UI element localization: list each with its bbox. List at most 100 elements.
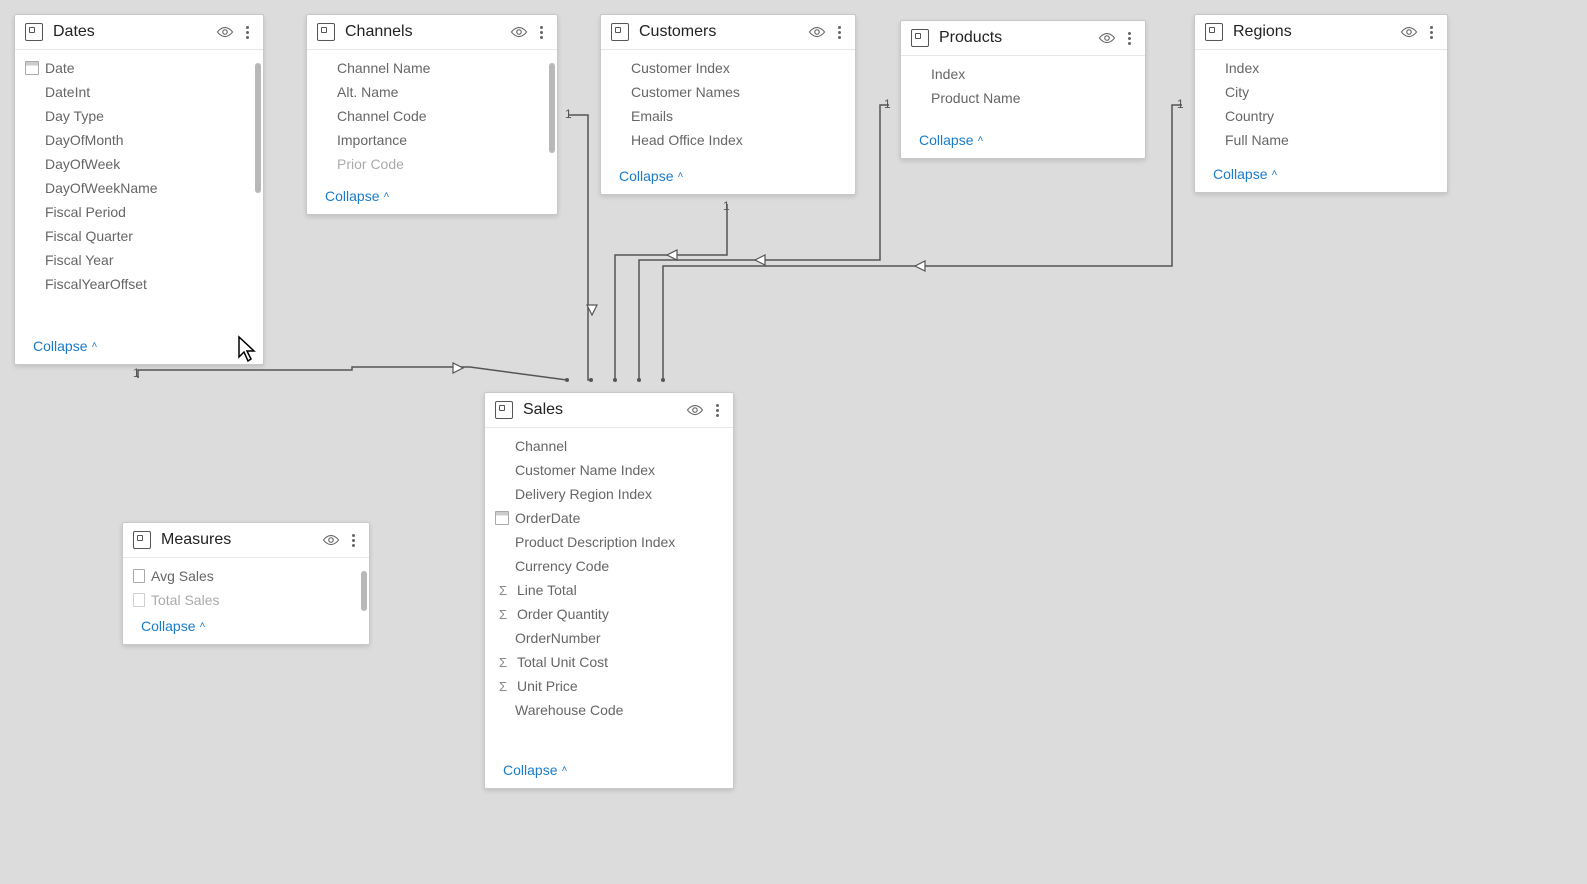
- field-item[interactable]: Avg Sales: [123, 564, 369, 588]
- field-label: Fiscal Quarter: [45, 228, 133, 244]
- more-options-icon[interactable]: [536, 24, 547, 41]
- field-item[interactable]: ΣOrder Quantity: [485, 602, 733, 626]
- collapse-button[interactable]: Collapse˄: [901, 126, 1145, 158]
- visibility-icon[interactable]: [216, 25, 234, 39]
- more-options-icon[interactable]: [834, 24, 845, 41]
- collapse-button[interactable]: Collapse˄: [15, 332, 263, 364]
- field-item[interactable]: Day Type: [15, 104, 263, 128]
- visibility-icon[interactable]: [322, 533, 340, 547]
- collapse-button[interactable]: Collapse˄: [123, 612, 369, 644]
- field-item[interactable]: Currency Code: [485, 554, 733, 578]
- collapse-button[interactable]: Collapse˄: [1195, 160, 1447, 192]
- field-label: Total Unit Cost: [517, 654, 608, 670]
- table-header[interactable]: Products: [901, 21, 1145, 56]
- visibility-icon[interactable]: [686, 403, 704, 417]
- field-item[interactable]: Channel Name: [307, 56, 557, 80]
- field-label: Delivery Region Index: [515, 486, 652, 502]
- field-label: Prior Code: [337, 156, 404, 172]
- field-item[interactable]: Index: [901, 62, 1145, 86]
- table-header[interactable]: Sales: [485, 393, 733, 428]
- table-dates[interactable]: DatesDateDateIntDay TypeDayOfMonthDayOfW…: [14, 14, 264, 365]
- field-item[interactable]: Warehouse Code: [485, 698, 733, 722]
- field-item[interactable]: ΣTotal Unit Cost: [485, 650, 733, 674]
- field-item[interactable]: Product Name: [901, 86, 1145, 110]
- field-label: Country: [1225, 108, 1274, 124]
- visibility-icon[interactable]: [808, 25, 826, 39]
- more-options-icon[interactable]: [712, 402, 723, 419]
- collapse-button[interactable]: Collapse˄: [485, 756, 733, 788]
- collapse-button[interactable]: Collapse˄: [307, 182, 557, 214]
- field-item[interactable]: ΣLine Total: [485, 578, 733, 602]
- table-icon: [911, 29, 929, 47]
- visibility-icon[interactable]: [1400, 25, 1418, 39]
- field-list: Avg SalesTotal Sales: [123, 558, 369, 612]
- field-label: Customer Index: [631, 60, 730, 76]
- field-item[interactable]: Customer Index: [601, 56, 855, 80]
- field-item[interactable]: Product Description Index: [485, 530, 733, 554]
- scrollbar[interactable]: [549, 63, 555, 153]
- table-channels[interactable]: ChannelsChannel NameAlt. NameChannel Cod…: [306, 14, 558, 215]
- collapse-label: Collapse: [919, 132, 973, 148]
- table-header[interactable]: Customers: [601, 15, 855, 50]
- table-header[interactable]: Regions: [1195, 15, 1447, 50]
- more-options-icon[interactable]: [1426, 24, 1437, 41]
- field-item[interactable]: Alt. Name: [307, 80, 557, 104]
- field-item[interactable]: Fiscal Year: [15, 248, 263, 272]
- field-list: Channel NameAlt. NameChannel CodeImporta…: [307, 50, 557, 182]
- table-regions[interactable]: Regions IndexCity Country Full Name Collapse…: [1194, 14, 1448, 193]
- collapse-button[interactable]: Collapse˄: [601, 162, 855, 194]
- field-label: Currency Code: [515, 558, 609, 574]
- field-item[interactable]: ΣUnit Price: [485, 674, 733, 698]
- field-item[interactable]: Country: [1195, 104, 1447, 128]
- field-item[interactable]: City: [1195, 80, 1447, 104]
- table-icon: [25, 23, 43, 41]
- table-title: Regions: [1233, 23, 1392, 41]
- table-measures[interactable]: Measures Avg SalesTotal SalesCollapse˄: [122, 522, 370, 645]
- field-item[interactable]: Prior Code: [307, 152, 557, 176]
- field-item[interactable]: Delivery Region Index: [485, 482, 733, 506]
- field-item[interactable]: Head Office Index: [601, 128, 855, 152]
- field-item[interactable]: DateInt: [15, 80, 263, 104]
- field-list: DateDateIntDay TypeDayOfMonthDayOfWeekDa…: [15, 50, 263, 332]
- field-item[interactable]: Customer Name Index: [485, 458, 733, 482]
- visibility-icon[interactable]: [510, 25, 528, 39]
- field-item[interactable]: DayOfMonth: [15, 128, 263, 152]
- field-item[interactable]: Emails: [601, 104, 855, 128]
- date-icon: [25, 61, 39, 75]
- field-item[interactable]: Channel: [485, 434, 733, 458]
- field-item[interactable]: OrderNumber: [485, 626, 733, 650]
- more-options-icon[interactable]: [242, 24, 253, 41]
- svg-text:1: 1: [723, 199, 730, 213]
- more-options-icon[interactable]: [348, 532, 359, 549]
- field-label: Unit Price: [517, 678, 578, 694]
- field-label: Warehouse Code: [515, 702, 623, 718]
- table-header[interactable]: Channels: [307, 15, 557, 50]
- field-item[interactable]: Full Name: [1195, 128, 1447, 152]
- table-products[interactable]: Products IndexProduct Name Collapse˄: [900, 20, 1146, 159]
- field-item[interactable]: Customer Names: [601, 80, 855, 104]
- sigma-icon: Σ: [495, 583, 511, 598]
- field-item[interactable]: Total Sales: [123, 588, 369, 612]
- table-header[interactable]: Dates: [15, 15, 263, 50]
- table-header[interactable]: Measures: [123, 523, 369, 558]
- field-item[interactable]: DayOfWeek: [15, 152, 263, 176]
- more-options-icon[interactable]: [1124, 30, 1135, 47]
- field-item[interactable]: OrderDate: [485, 506, 733, 530]
- field-item[interactable]: Date: [15, 56, 263, 80]
- scrollbar[interactable]: [361, 571, 367, 611]
- field-item[interactable]: Importance: [307, 128, 557, 152]
- table-title: Measures: [161, 531, 314, 549]
- table-customers[interactable]: Customers Customer Index Customer NamesEma…: [600, 14, 856, 195]
- field-item[interactable]: Fiscal Quarter: [15, 224, 263, 248]
- visibility-icon[interactable]: [1098, 31, 1116, 45]
- table-sales[interactable]: Sales ChannelCustomer Name Index Delivery …: [484, 392, 734, 789]
- scrollbar[interactable]: [255, 63, 261, 193]
- field-item[interactable]: Channel Code: [307, 104, 557, 128]
- field-item[interactable]: DayOfWeekName: [15, 176, 263, 200]
- field-item[interactable]: Fiscal Period: [15, 200, 263, 224]
- field-item[interactable]: FiscalYearOffset: [15, 272, 263, 296]
- svg-text:1: 1: [1177, 97, 1184, 111]
- svg-text:1: 1: [133, 366, 140, 380]
- table-icon: [611, 23, 629, 41]
- field-item[interactable]: Index: [1195, 56, 1447, 80]
